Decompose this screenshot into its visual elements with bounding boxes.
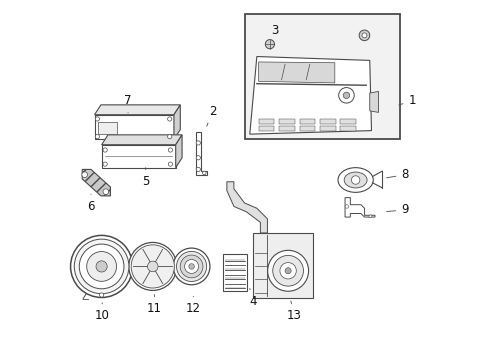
Circle shape bbox=[96, 261, 107, 272]
Bar bbox=[258, 118, 274, 123]
Circle shape bbox=[173, 248, 209, 285]
Circle shape bbox=[167, 135, 171, 139]
Circle shape bbox=[184, 260, 198, 273]
Circle shape bbox=[368, 215, 371, 218]
Polygon shape bbox=[175, 135, 182, 168]
Bar bbox=[299, 126, 315, 131]
Bar bbox=[225, 268, 244, 271]
Circle shape bbox=[74, 239, 129, 294]
Text: 3: 3 bbox=[267, 23, 278, 42]
Bar bbox=[225, 287, 244, 289]
Circle shape bbox=[176, 251, 206, 282]
Bar bbox=[340, 118, 356, 123]
Circle shape bbox=[95, 135, 99, 139]
Circle shape bbox=[279, 262, 296, 279]
Text: 7: 7 bbox=[124, 94, 132, 113]
Bar bbox=[258, 126, 274, 131]
Text: 2: 2 bbox=[206, 105, 216, 126]
Text: 13: 13 bbox=[286, 301, 301, 322]
Polygon shape bbox=[102, 135, 182, 145]
Polygon shape bbox=[195, 132, 207, 175]
Text: 6: 6 bbox=[87, 194, 95, 213]
Polygon shape bbox=[226, 182, 267, 233]
Polygon shape bbox=[345, 198, 374, 217]
Circle shape bbox=[128, 242, 176, 291]
Circle shape bbox=[345, 205, 348, 208]
Circle shape bbox=[196, 167, 200, 171]
Circle shape bbox=[358, 30, 369, 41]
Text: 5: 5 bbox=[142, 168, 149, 188]
Circle shape bbox=[168, 162, 172, 166]
Circle shape bbox=[196, 141, 200, 145]
Text: 11: 11 bbox=[147, 294, 162, 315]
Text: 8: 8 bbox=[386, 168, 408, 181]
Bar bbox=[279, 118, 294, 123]
Polygon shape bbox=[249, 57, 371, 134]
Circle shape bbox=[167, 117, 171, 121]
Circle shape bbox=[351, 176, 359, 184]
Bar bbox=[279, 126, 294, 131]
Bar bbox=[94, 115, 174, 139]
Circle shape bbox=[95, 117, 99, 121]
Bar bbox=[225, 259, 244, 262]
Circle shape bbox=[79, 244, 124, 289]
Circle shape bbox=[285, 268, 290, 274]
Polygon shape bbox=[82, 170, 110, 196]
Bar bbox=[299, 118, 315, 123]
Circle shape bbox=[272, 256, 303, 286]
Bar bbox=[253, 233, 313, 298]
Bar bbox=[319, 118, 335, 123]
Circle shape bbox=[202, 171, 205, 175]
Circle shape bbox=[188, 264, 194, 269]
Circle shape bbox=[70, 235, 132, 297]
Bar bbox=[319, 126, 335, 131]
Circle shape bbox=[267, 250, 308, 291]
Circle shape bbox=[168, 148, 172, 152]
Circle shape bbox=[361, 33, 366, 38]
Circle shape bbox=[343, 92, 349, 99]
Polygon shape bbox=[94, 105, 180, 115]
Text: 10: 10 bbox=[94, 303, 109, 322]
Circle shape bbox=[265, 40, 274, 49]
Bar bbox=[244, 14, 399, 139]
Circle shape bbox=[86, 252, 116, 281]
Circle shape bbox=[196, 156, 200, 160]
Bar bbox=[223, 254, 247, 291]
Circle shape bbox=[131, 245, 174, 288]
Polygon shape bbox=[174, 105, 180, 139]
Ellipse shape bbox=[337, 168, 372, 192]
Bar bbox=[340, 126, 356, 131]
Circle shape bbox=[99, 293, 103, 297]
Circle shape bbox=[103, 189, 108, 194]
Bar bbox=[98, 122, 117, 134]
Text: 1: 1 bbox=[398, 94, 415, 107]
Polygon shape bbox=[258, 62, 334, 83]
Bar bbox=[102, 145, 175, 168]
Circle shape bbox=[147, 261, 158, 272]
Ellipse shape bbox=[344, 172, 366, 188]
Polygon shape bbox=[369, 91, 378, 112]
Bar bbox=[225, 277, 244, 280]
Circle shape bbox=[81, 172, 87, 177]
Text: 4: 4 bbox=[249, 288, 257, 308]
Circle shape bbox=[103, 148, 107, 152]
Text: 12: 12 bbox=[185, 296, 201, 315]
Text: 9: 9 bbox=[386, 203, 408, 216]
Circle shape bbox=[338, 87, 353, 103]
Circle shape bbox=[103, 162, 107, 166]
Circle shape bbox=[180, 255, 203, 278]
